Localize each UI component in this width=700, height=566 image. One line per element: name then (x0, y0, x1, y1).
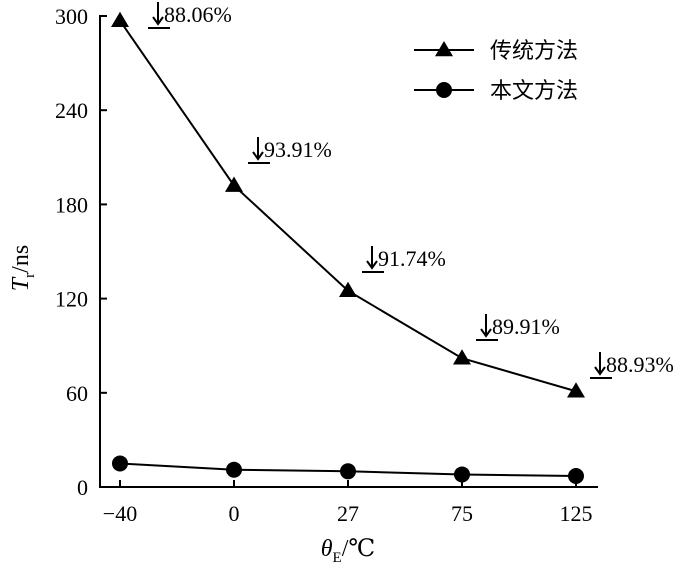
arrow-head (152, 16, 164, 26)
y-tick-label: 180 (55, 192, 88, 217)
data-point (454, 466, 470, 483)
x-axis-title: θE/℃ (321, 536, 375, 566)
arrow-head (366, 260, 378, 270)
data-point (340, 463, 356, 480)
series-1 (111, 11, 585, 398)
data-point (225, 176, 243, 192)
x-tick-label: 125 (560, 501, 593, 526)
x-tick-label: 27 (337, 501, 359, 526)
data-point (567, 382, 585, 398)
data-point (453, 349, 471, 365)
legend-label: 本文方法 (490, 79, 578, 104)
reduction-annotation: 93.91% (248, 137, 332, 164)
series-2 (112, 455, 584, 485)
y-tick-label: 0 (77, 475, 88, 500)
data-point (226, 461, 242, 478)
y-tick-label: 120 (55, 287, 88, 312)
arrow-head (252, 151, 264, 161)
annotation-label: 91.74% (378, 246, 446, 271)
arrow-head (480, 328, 492, 338)
y-tick-label: 240 (55, 98, 88, 123)
data-point (339, 281, 357, 298)
series-layer (111, 11, 585, 485)
legend-entry: 本文方法 (414, 79, 578, 104)
x-tick-label: 0 (229, 501, 240, 526)
reduction-annotation: 88.93% (590, 352, 674, 379)
annotation-label: 89.91% (492, 314, 560, 339)
data-point (111, 11, 129, 28)
data-point (568, 468, 584, 485)
annotation-layer: 88.06% 93.91% 91.74% 89.91% 88.93% (148, 2, 674, 379)
arrow-head (594, 366, 606, 376)
data-point (112, 455, 128, 472)
axes: 0 60 120 180 240 300 −40 0 27 75 125 (55, 4, 598, 526)
annotation-label: 88.93% (606, 352, 674, 377)
circle-marker-icon (436, 82, 452, 98)
triangle-marker-icon (435, 41, 453, 57)
y-axis-title: Tr/ns (8, 245, 38, 291)
annotation-label: 88.06% (164, 2, 232, 27)
legend-entry: 传统方法 (414, 39, 578, 64)
annotation-label: 93.91% (264, 137, 332, 162)
x-tick-label: 75 (451, 501, 473, 526)
reduction-annotation: 88.06% (148, 2, 232, 29)
y-tick-label: 300 (55, 4, 88, 29)
reduction-annotation: 89.91% (476, 314, 560, 341)
reduction-annotation: 91.74% (362, 246, 446, 273)
x-tick-label: −40 (103, 501, 137, 526)
y-tick-label: 60 (66, 381, 88, 406)
legend-label: 传统方法 (490, 39, 578, 64)
